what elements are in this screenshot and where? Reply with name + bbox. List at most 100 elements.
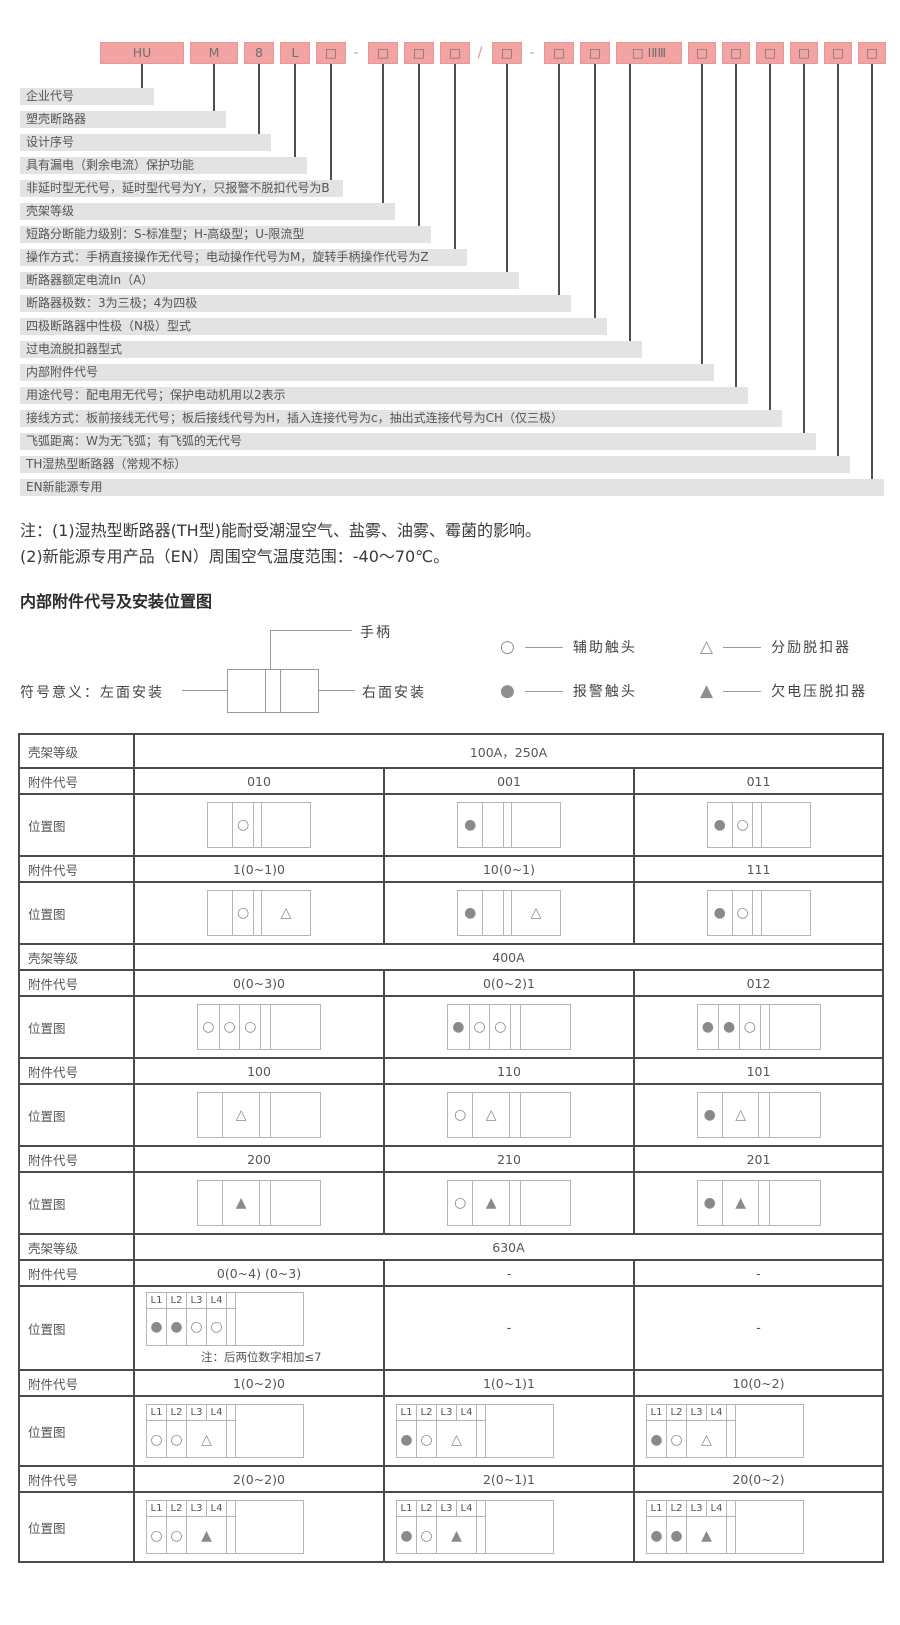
diagram-compartment: [752, 891, 760, 935]
model-field-line: [506, 64, 508, 281]
breaker-outline: L1 L2 L3 L4 ● ○ △: [646, 1404, 804, 1458]
narrow-compartment: [227, 1517, 236, 1554]
model-code-box: □: [368, 42, 398, 64]
position-diagram-cell: -: [633, 1285, 884, 1371]
diagram-compartment: ○: [147, 1421, 167, 1458]
accessory-code-value: 210: [383, 1145, 635, 1173]
frame-row: 壳架等级 100A，250A: [18, 733, 884, 769]
phase-label: L3: [187, 1292, 207, 1309]
breaker-symbol-box: [227, 669, 319, 713]
diagram-compartment: ○: [167, 1421, 187, 1458]
legend-item-label: 辅助触头: [572, 640, 637, 656]
breaker-divider: [265, 670, 266, 712]
position-diagram-cell: L1 L2 L3 L4 ● ● ▲: [633, 1491, 884, 1563]
diagram-compartment: [502, 803, 511, 847]
diagram-compartment: ○: [731, 891, 752, 935]
codes-row: 附件代号 200 210 201: [18, 1145, 884, 1173]
symbol-row: ○ ○ ▲: [147, 1517, 303, 1554]
diagram-compartment: ●: [698, 1005, 719, 1049]
diagrams-row: 位置图 ○ ● ● ○: [18, 793, 884, 857]
model-code-box: □: [440, 42, 470, 64]
diagram-compartment: △: [261, 891, 310, 935]
narrow-compartment: [477, 1501, 486, 1517]
diagram-note: 注：后两位数字相加≤7: [201, 1349, 322, 1364]
legend-dash: [524, 690, 563, 692]
breaker-divider: [280, 670, 281, 712]
position-diagram: △: [197, 1092, 321, 1138]
legend-item-alarm-contact: ● 报警触头: [500, 681, 637, 701]
legend-dash: [524, 646, 563, 648]
diagram-compartment: ●: [458, 891, 482, 935]
shunt-release-symbol: △: [485, 1107, 497, 1123]
frame-level-label: 壳架等级: [18, 943, 135, 971]
position-diagram-cell: ● △: [383, 881, 635, 945]
phase-label: L4: [207, 1292, 227, 1309]
phase-label: L4: [707, 1405, 727, 1421]
diagram-compartment: ●: [718, 1005, 739, 1049]
phase-label: L1: [147, 1292, 167, 1309]
position-diagram: ● ▲: [696, 1180, 821, 1226]
diagrams-row: 位置图 ○ ○ ○ ● ○ ○ ● ● ○: [18, 995, 884, 1059]
diagram-compartment: ○: [731, 803, 752, 847]
symbol-row: ● ● ▲: [647, 1517, 803, 1554]
auxiliary-contact-symbol: ○: [223, 1019, 236, 1035]
narrow-compartment: [477, 1517, 486, 1554]
right-install-label: 右面安装: [362, 685, 426, 701]
diagram-compartment: △: [687, 1421, 727, 1458]
alarm-contact-symbol: ●: [400, 1527, 413, 1544]
alarm-contact-symbol: ●: [464, 905, 477, 921]
accessory-code-value: 100: [133, 1057, 385, 1085]
position-diagram-label: 位置图: [18, 1083, 135, 1147]
phase-label: L4: [457, 1405, 477, 1421]
shunt-release-symbol: △: [235, 1107, 247, 1123]
position-diagram-cell: ● ○: [633, 793, 884, 857]
diagram-compartment: △: [721, 1093, 759, 1137]
position-diagram: L1 L2 L3 L4 ● ● ▲: [636, 1500, 881, 1554]
codes-row: 附件代号 010 001 011: [18, 767, 884, 795]
auxiliary-contact-symbol: ○: [500, 636, 515, 657]
breaker-outline: L1 L2 L3 L4 ● ○ ▲: [396, 1500, 554, 1554]
diagram-compartment: [269, 1005, 320, 1049]
model-code-separator: -: [353, 45, 359, 61]
shunt-release-symbol: △: [700, 636, 714, 657]
diagrams-row: 位置图 ○ △ ● △ ● ○: [18, 881, 884, 945]
frame-level-label: 壳架等级: [18, 733, 135, 769]
model-field-bar: 飞弧距离：W为无飞弧；有飞弧的无代号: [20, 433, 816, 450]
narrow-compartment: [727, 1501, 736, 1517]
model-code-box: □: [756, 42, 784, 64]
diagram-compartment: △: [222, 1093, 259, 1137]
position-diagram-cell: L1 L2 L3 L4 ● ○ △: [633, 1395, 884, 1467]
position-diagram-cell: ● ▲: [633, 1171, 884, 1235]
phase-header-row: L1 L2 L3 L4: [647, 1501, 803, 1517]
model-field-bar: 设计序号: [20, 134, 271, 151]
diagram-compartment: [519, 1181, 570, 1225]
narrow-compartment: [227, 1292, 236, 1309]
diagram-compartment: [758, 1181, 769, 1225]
diagram-compartment: [252, 803, 261, 847]
left-connector-line: [182, 690, 227, 691]
accessory-code-value: 110: [383, 1057, 635, 1085]
phase-label: L4: [207, 1405, 227, 1421]
accessory-code-value: 111: [633, 855, 884, 883]
diagram-compartment: [519, 1093, 570, 1137]
position-diagram-label: 位置图: [18, 793, 135, 857]
model-code-separator: /: [477, 45, 483, 61]
model-code-box: □: [688, 42, 716, 64]
position-diagram-label: 位置图: [18, 1171, 135, 1235]
diagram-compartment: ○: [738, 1005, 760, 1049]
accessory-code-value: 10(0~1): [383, 855, 635, 883]
diagram-compartment: ○: [218, 1005, 240, 1049]
diagram-compartment: ○: [417, 1517, 437, 1554]
right-connector-line: [319, 690, 355, 691]
diagram-compartment: [758, 1093, 769, 1137]
undervoltage-release-symbol: ▲: [485, 1195, 497, 1211]
phase-label: L3: [437, 1405, 457, 1421]
position-diagram-cell: L1 L2 L3 L4 ○ ○ ▲: [133, 1491, 385, 1563]
symbol-meaning-prefix: 符号意义：: [20, 685, 100, 701]
phase-label: L2: [167, 1405, 187, 1421]
diagram-compartment: △: [472, 1093, 509, 1137]
narrow-compartment: [727, 1421, 736, 1458]
accessory-code-label: 附件代号: [18, 1465, 135, 1493]
codes-row: 附件代号 0(0~3)0 0(0~2)1 012: [18, 969, 884, 997]
accessory-code-value: 2(0~1)1: [383, 1465, 635, 1493]
